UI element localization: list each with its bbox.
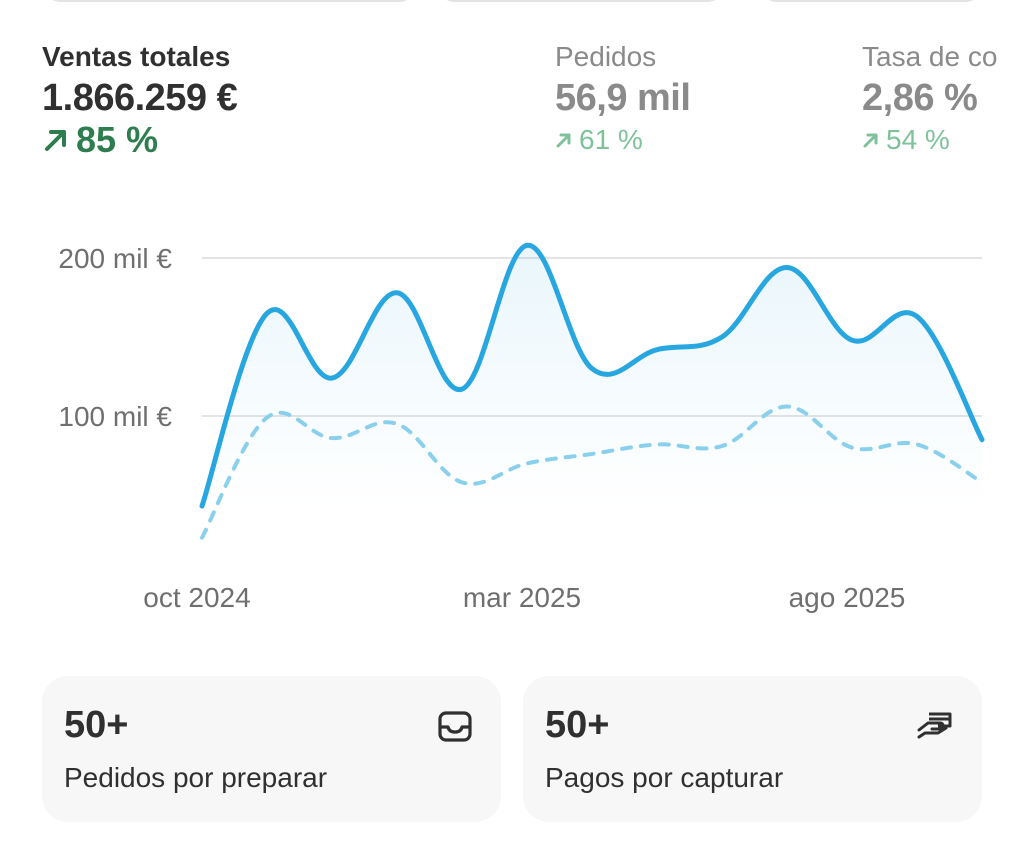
comparison-series-line bbox=[200, 404, 984, 540]
top-button-2[interactable] bbox=[440, 0, 722, 2]
card-count: 50+ bbox=[545, 704, 610, 746]
card-count: 50+ bbox=[64, 704, 129, 746]
current-series-line bbox=[199, 242, 985, 509]
metric-orders[interactable]: Pedidos 56,9 mil 61 % bbox=[555, 40, 691, 158]
y-tick-label: 200 mil € bbox=[58, 243, 172, 274]
arrow-up-right-icon bbox=[556, 133, 571, 148]
series-area bbox=[202, 245, 982, 507]
inbox-icon bbox=[438, 711, 472, 742]
metrics-row: Ventas totales 1.866.259 € 85 % Pedidos … bbox=[0, 40, 1024, 180]
metric-total-sales[interactable]: Ventas totales 1.866.259 € 85 % bbox=[42, 40, 238, 158]
top-button-1[interactable] bbox=[46, 0, 414, 2]
metric-conversion-rate[interactable]: Tasa de co 2,86 % 54 % bbox=[862, 40, 997, 158]
metric-change-value: 85 % bbox=[76, 119, 159, 160]
metric-value: 56,9 mil bbox=[555, 77, 691, 119]
sales-chart[interactable]: 200 mil € 100 mil € oct 2024 mar 2025 ago 20… bbox=[0, 200, 1024, 630]
arrow-up-right-icon bbox=[863, 133, 878, 148]
card-label: Pedidos por preparar bbox=[64, 762, 328, 793]
metric-label: Ventas totales bbox=[42, 41, 231, 72]
metric-change-value: 54 % bbox=[886, 124, 950, 155]
metric-change: 85 % bbox=[42, 122, 237, 158]
metric-label: Tasa de co bbox=[862, 41, 998, 72]
card-label: Pagos por capturar bbox=[545, 762, 784, 793]
hand-card-icon bbox=[917, 712, 952, 739]
x-tick-label: ago 2025 bbox=[789, 582, 906, 613]
metric-change-value: 61 % bbox=[579, 124, 643, 155]
metric-change: 54 % bbox=[862, 122, 997, 158]
arrow-up-right-icon bbox=[45, 130, 66, 151]
metric-value: 2,86 % bbox=[862, 77, 978, 119]
metric-label: Pedidos bbox=[555, 41, 657, 72]
metric-change: 61 % bbox=[555, 122, 690, 158]
task-cards: 50+ Pedidos por preparar 50+ Pagos por c… bbox=[42, 676, 982, 822]
metric-value: 1.866.259 € bbox=[42, 77, 238, 119]
x-tick-label: oct 2024 bbox=[143, 582, 250, 613]
top-button-3[interactable] bbox=[762, 0, 980, 2]
x-tick-label: mar 2025 bbox=[463, 582, 581, 613]
sales-chart-svg: 200 mil € 100 mil € oct 2024 mar 2025 ago 20… bbox=[58, 242, 985, 613]
orders-to-prepare-card[interactable]: 50+ Pedidos por preparar bbox=[42, 676, 501, 822]
payments-to-capture-card[interactable]: 50+ Pagos por capturar bbox=[523, 676, 982, 822]
top-controls bbox=[0, 0, 1024, 6]
y-tick-label: 100 mil € bbox=[58, 401, 172, 432]
